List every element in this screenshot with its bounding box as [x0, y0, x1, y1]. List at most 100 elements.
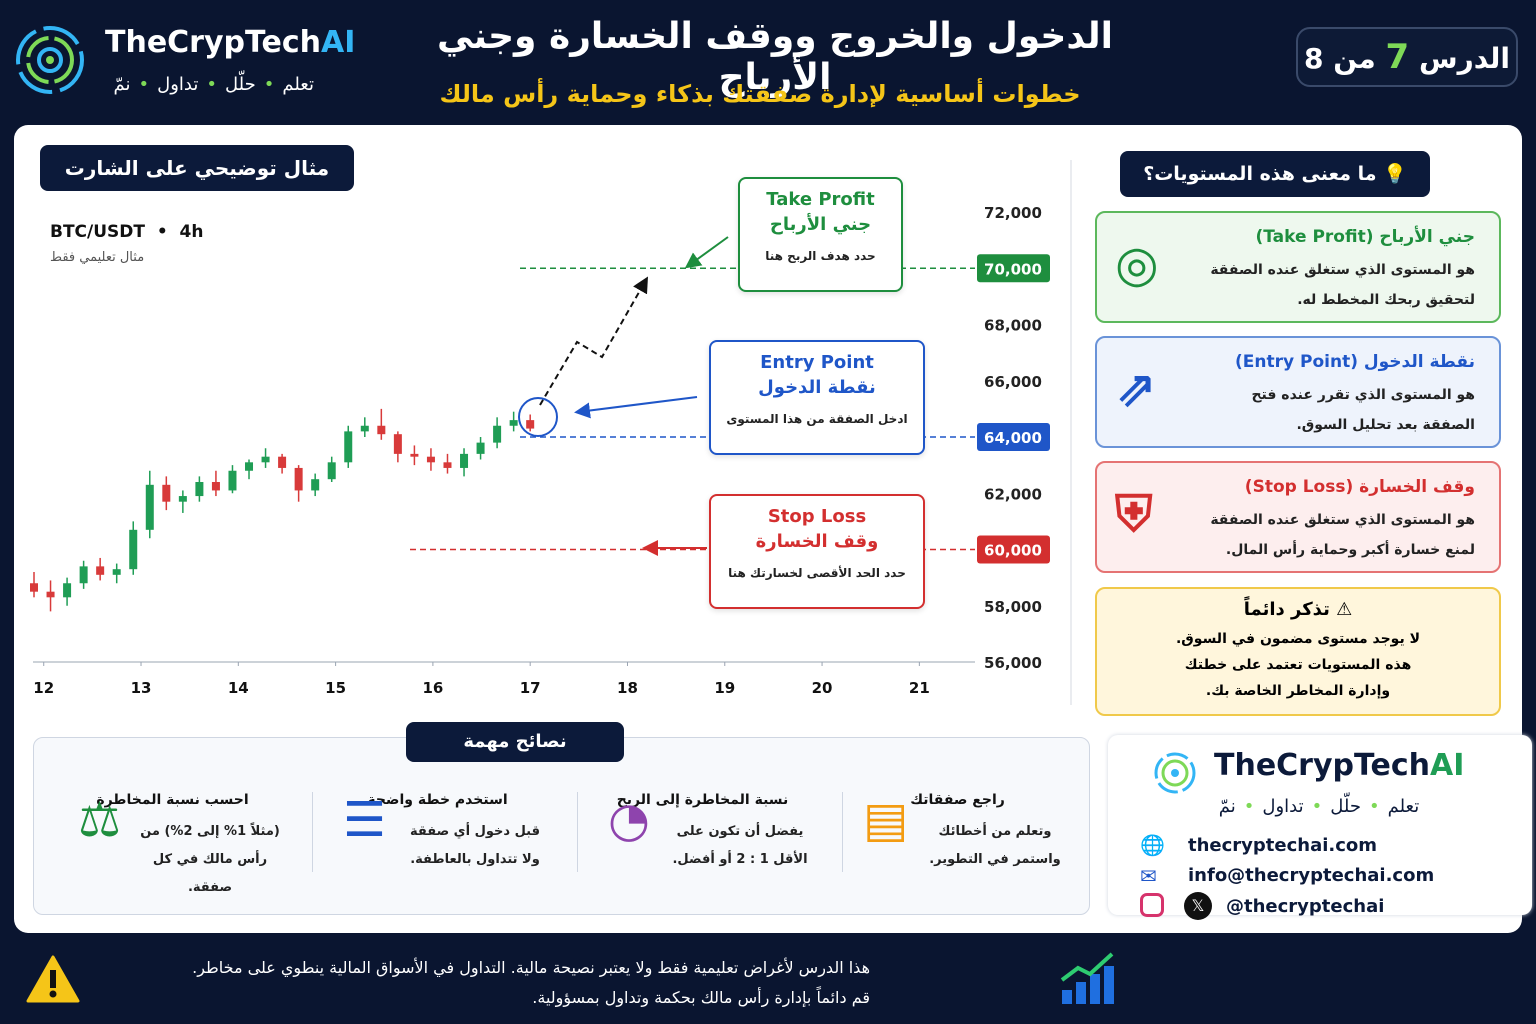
y-tick-label: 72,000	[984, 204, 1042, 222]
symbol-text: BTC/USDT	[50, 222, 145, 242]
candle-body	[96, 566, 105, 575]
warning-icon	[26, 955, 80, 1003]
level-name: Take Profit	[766, 189, 875, 210]
candle-body	[211, 482, 220, 491]
card-icon: ⛨	[1115, 485, 1153, 543]
website: thecryptechai.com	[1188, 835, 1378, 856]
tip: استخدم خطة واضحة قبل دخول أي صفقة ولا تتد…	[325, 792, 550, 874]
lesson-suffix: من 8	[1304, 42, 1376, 75]
x-tick-label: 16	[422, 679, 443, 697]
entry-arrow	[574, 396, 698, 419]
candle-body	[360, 425, 369, 432]
candle-body	[426, 456, 435, 463]
y-tick-label: 62,000	[984, 485, 1042, 503]
candle-body	[228, 470, 237, 491]
level-name-ar: وقف الخسارة	[755, 531, 879, 552]
candle-body	[30, 583, 38, 592]
x-tick-label: 21	[909, 679, 930, 697]
x-icon: 𝕏	[1184, 892, 1212, 920]
candle-body	[311, 479, 320, 491]
level-label: 70,000	[984, 260, 1042, 278]
logo	[16, 26, 84, 94]
candle-body	[63, 583, 72, 598]
brand-accent: AI	[320, 25, 356, 60]
tip: نسبة المخاطرة إلى الربح يفضل أن تكون على …	[590, 792, 815, 874]
x-tick-label: 18	[617, 679, 638, 697]
candle-body	[278, 456, 287, 468]
tip: راجع صفقاتك وتعلم من أخطائك واستمر في الت…	[845, 792, 1070, 874]
candle-body	[393, 434, 402, 454]
contact-brand-accent: AI	[1429, 748, 1465, 783]
contact-brand: TheCrypTechAI	[1214, 748, 1464, 783]
tagline-word: حلّل	[1330, 796, 1361, 817]
candle-body	[294, 467, 303, 491]
projection-arrow	[539, 276, 648, 406]
candle-body	[460, 453, 469, 468]
lesson-number: 7	[1385, 37, 1410, 77]
level-note: حدد هدف الربح هنا	[765, 249, 876, 263]
tip-icon: ◔	[608, 792, 650, 848]
contact-panel	[1108, 735, 1532, 915]
lesson-prefix: الدرس	[1418, 42, 1510, 75]
card-text: هو المستوى الذي ستغلق عنده الصفقة لتحقيق…	[1210, 262, 1475, 308]
growth-icon	[1060, 952, 1114, 1004]
card-icon: ◎	[1115, 235, 1159, 293]
y-tick-label: 66,000	[984, 373, 1042, 391]
level-badge	[977, 535, 1050, 564]
card-icon: ⇗	[1115, 360, 1157, 418]
separator: •	[138, 74, 150, 95]
x-tick-label: 19	[714, 679, 735, 697]
reminder-title: ⚠ تذكر دائماً	[1243, 599, 1353, 620]
mail-icon: ✉	[1140, 864, 1157, 888]
tips-title: نصائح مهمة	[406, 722, 624, 762]
level-label: 64,000	[984, 429, 1042, 447]
candle-body	[443, 462, 452, 468]
tip-text: وتعلم من أخطائك واستمر في التطوير.	[929, 824, 1061, 867]
level-name-ar: نقطة الدخول	[758, 377, 876, 398]
card-title: جني الأرباح (Take Profit)	[1255, 227, 1475, 247]
chart-title: مثال توضيحي على الشارت	[40, 145, 354, 191]
chart: 12 13 14 15 16 17 18 19 20 21 56,000 58,000 62,000 66…	[30, 160, 1072, 705]
subtitle: خطوات أساسية لإدارة صفقتك بذكاء وحماية ر…	[439, 80, 1081, 108]
tagline-word: حلّل	[225, 74, 256, 95]
separator: •	[1243, 796, 1255, 817]
card-title: نقطة الدخول (Entry Point)	[1235, 352, 1475, 372]
disclaimer-line: قم دائماً بإدارة رأس مالك بحكمة وتداول ب…	[532, 988, 870, 1007]
level-card: جني الأرباح (Take Profit) هو المستوى الذي…	[1095, 211, 1501, 323]
level-name: Stop Loss	[767, 506, 867, 527]
separator: •	[1368, 796, 1380, 817]
title: الدخول والخروج ووقف الخسارة وجني الأرباح	[436, 16, 1113, 98]
tip-title: راجع صفقاتك	[910, 792, 1005, 808]
tagline-word: تداول	[1262, 796, 1304, 817]
tp-arrow	[684, 236, 729, 269]
candle-body	[410, 453, 419, 457]
tagline: تعلم • حلّل • تداول • نمّ	[108, 74, 318, 95]
candle-body	[195, 482, 204, 497]
x-tick-label: 14	[228, 679, 249, 697]
level-box: Take Profit جني الأرباح حدد هدف الربح هنا	[738, 177, 903, 292]
candle-body	[344, 431, 353, 463]
reminder-title-text: تذكر دائماً	[1243, 599, 1330, 620]
tip-divider	[312, 792, 313, 872]
candle-body	[377, 425, 386, 435]
tip-title: نسبة المخاطرة إلى الربح	[616, 792, 789, 808]
tip-text: يفضل أن تكون على الأقل 1 : 2 أو أفضل.	[672, 824, 808, 867]
disclaimer: هذا الدرس لأغراض تعليمية فقط ولا يعتبر ن…	[100, 953, 870, 1013]
entry-circle	[518, 397, 558, 437]
candle-body	[178, 496, 187, 502]
level-card: نقطة الدخول (Entry Point) هو المستوى الذي…	[1095, 336, 1501, 448]
lesson-badge: الدرس 7 من 8	[1296, 27, 1518, 87]
y-tick-label: 68,000	[984, 317, 1042, 335]
card-text: هو المستوى الذي تقرر عنده فتح الصفقة بعد…	[1251, 387, 1475, 433]
email: info@thecryptechai.com	[1188, 865, 1435, 886]
brand: TheCrypTechAI	[105, 25, 355, 60]
tagline-word: تداول	[157, 74, 199, 95]
x-tick-label: 12	[33, 679, 54, 697]
timeframe: 4h	[179, 222, 204, 242]
tip-text: قبل دخول أي صفقة ولا تتداول بالعاطفة.	[410, 824, 540, 867]
web-icon: 🌐	[1140, 833, 1165, 857]
tips-panel	[33, 737, 1090, 915]
separator: •	[206, 74, 218, 95]
contact-logo	[1154, 752, 1196, 794]
